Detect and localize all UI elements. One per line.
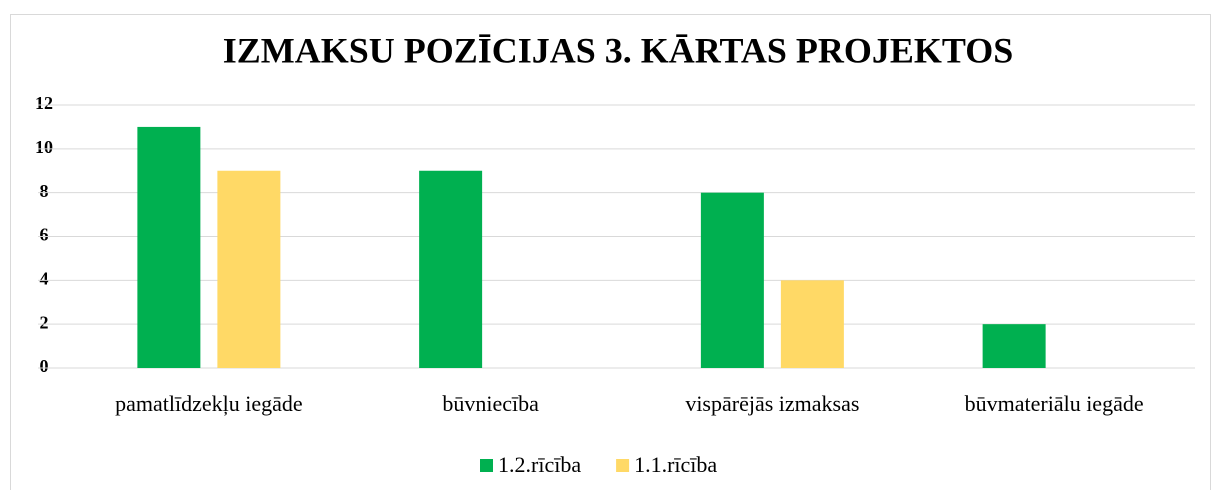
legend-label: 1.1.rīcība bbox=[634, 452, 717, 477]
chart-title: IZMAKSU POZĪCIJAS 3. KĀRTAS PROJEKTOS bbox=[223, 30, 1014, 70]
bar bbox=[700, 192, 764, 368]
x-tick-label: būvniecība bbox=[442, 391, 539, 416]
bar bbox=[780, 280, 844, 368]
chart-border bbox=[10, 14, 1211, 490]
y-tick-label: 4 bbox=[40, 268, 49, 288]
y-tick-label: 10 bbox=[35, 137, 53, 157]
x-tick-label: būvmateriālu iegāde bbox=[965, 391, 1144, 416]
legend-swatch bbox=[616, 459, 630, 472]
y-tick-label: 6 bbox=[40, 225, 49, 245]
y-tick-label: 8 bbox=[40, 181, 49, 201]
bar bbox=[217, 170, 281, 368]
legend-swatch bbox=[480, 459, 493, 472]
bar bbox=[982, 324, 1046, 368]
x-tick-label: pamatlīdzekļu iegāde bbox=[115, 391, 303, 416]
bar bbox=[419, 170, 483, 368]
legend-label: 1.2.rīcība bbox=[498, 452, 581, 477]
bar bbox=[137, 126, 201, 369]
y-tick-label: 12 bbox=[35, 93, 53, 113]
y-tick-label: 0 bbox=[40, 356, 49, 376]
y-tick-label: 2 bbox=[40, 312, 49, 332]
x-tick-label: vispārējās izmaksas bbox=[685, 391, 859, 416]
